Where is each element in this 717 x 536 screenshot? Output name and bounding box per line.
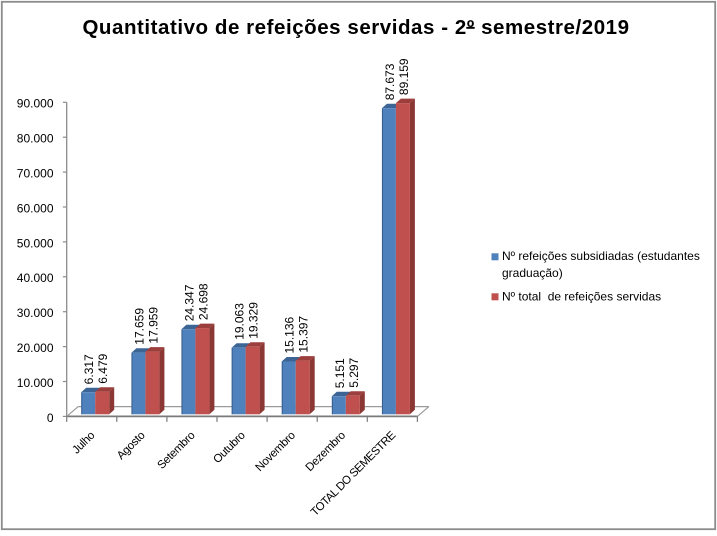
svg-text:graduação): graduação) [502,266,563,280]
svg-text:10.000: 10.000 [17,376,54,390]
svg-text:19.063: 19.063 [233,303,247,340]
svg-text:17.959: 17.959 [146,307,160,344]
svg-text:87.673: 87.673 [383,63,397,100]
svg-text:80.000: 80.000 [17,132,54,146]
svg-text:Nº refeições subsidiadas (estu: Nº refeições subsidiadas (estudantes [502,249,700,263]
svg-text:5.151: 5.151 [333,358,347,388]
svg-text:Quantitativo de refeições serv: Quantitativo de refeições servidas - 2º … [82,16,629,39]
svg-text:5.297: 5.297 [347,357,361,387]
svg-text:6.317: 6.317 [82,354,96,384]
svg-text:0: 0 [47,411,54,425]
svg-text:70.000: 70.000 [17,167,54,181]
svg-text:17.659: 17.659 [132,308,146,345]
svg-text:24.698: 24.698 [196,283,210,320]
svg-text:30.000: 30.000 [17,306,54,320]
svg-text:15.136: 15.136 [283,316,297,353]
svg-text:90.000: 90.000 [17,97,54,111]
svg-text:60.000: 60.000 [17,201,54,215]
svg-text:24.347: 24.347 [182,284,196,321]
svg-text:15.397: 15.397 [297,316,311,353]
svg-text:89.159: 89.159 [397,58,411,95]
svg-text:19.329: 19.329 [247,302,261,339]
svg-text:50.000: 50.000 [17,236,54,250]
svg-text:20.000: 20.000 [17,341,54,355]
svg-text:40.000: 40.000 [17,271,54,285]
svg-text:Nº total de refeições servida: Nº total de refeições servidas [502,290,661,304]
svg-text:6.479: 6.479 [96,353,110,383]
